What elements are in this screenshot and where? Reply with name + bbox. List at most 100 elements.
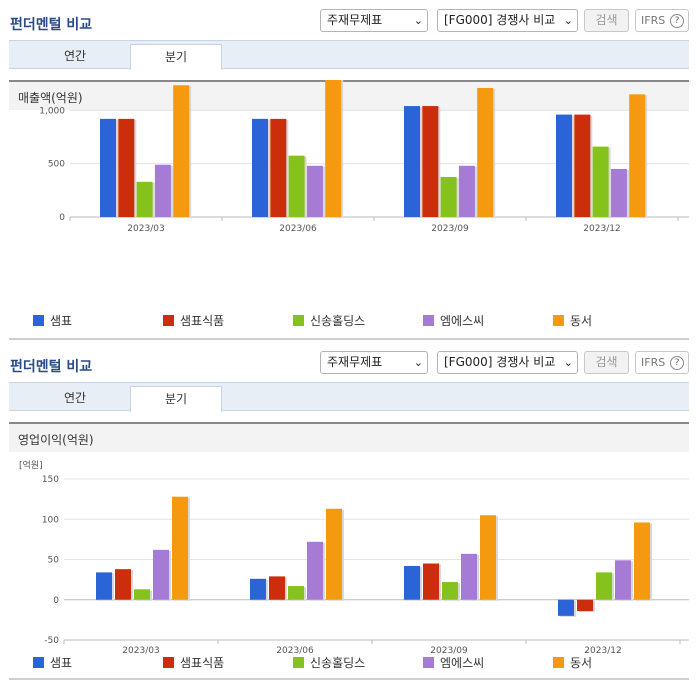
bar[interactable] [115, 569, 131, 600]
chart-legend: 샘표 샘표식품 신송홀딩스 엠에스씨 동서 [9, 312, 689, 330]
legend-item[interactable]: 엠에스씨 [423, 654, 484, 671]
x-tick-label: 2023/06 [279, 224, 317, 234]
bar[interactable] [577, 599, 593, 612]
y-tick-label: -50 [44, 636, 59, 646]
tab-quarter[interactable]: 분기 [130, 386, 222, 412]
chevron-down-icon: ⌄ [563, 356, 573, 369]
bar[interactable] [404, 565, 420, 600]
help-icon[interactable]: ? [670, 356, 684, 370]
x-tick-label: 2023/12 [583, 224, 620, 234]
x-tick-label: 2023/09 [430, 646, 468, 654]
search-button[interactable]: 검색 [584, 9, 629, 32]
legend-swatch [423, 657, 434, 668]
legend-item[interactable]: 엠에스씨 [423, 312, 484, 329]
y-tick-label: 0 [53, 596, 59, 606]
operating-profit-chart-svg: [억원] 150 100 50 0 -50 2023/03 2023/06 2023/09 202… [19, 459, 689, 654]
bar[interactable] [325, 80, 342, 217]
bar[interactable] [596, 572, 612, 600]
legend-label: 동서 [570, 656, 593, 670]
statement-type-select[interactable]: 주재무제표 ⌄ [320, 9, 428, 32]
y-tick-label: 150 [42, 475, 59, 485]
bar[interactable] [270, 118, 287, 217]
legend-label: 동서 [570, 314, 593, 328]
bar[interactable] [634, 522, 650, 600]
section-title: 펀더멘털 비교 [10, 17, 93, 33]
tab-annual[interactable]: 연간 [63, 391, 87, 405]
bar[interactable] [423, 563, 439, 600]
revenue-chart: 매출액(억원) [억원]1,5001,00050002023/032023/06… [9, 80, 689, 340]
bar[interactable] [442, 582, 458, 600]
bar[interactable] [134, 589, 150, 600]
bar[interactable] [153, 549, 169, 600]
bar[interactable] [136, 181, 153, 217]
statement-type-select[interactable]: 주재무제표 ⌄ [320, 351, 428, 374]
unit-label: [억원] [19, 459, 43, 471]
legend-item[interactable]: 신송홀딩스 [293, 312, 365, 329]
bar[interactable] [574, 114, 591, 217]
period-tabs: 연간 분기 [9, 40, 689, 70]
bar[interactable] [100, 118, 116, 217]
bar[interactable] [440, 177, 457, 217]
bar[interactable] [252, 118, 268, 217]
section-title: 펀더멘털 비교 [10, 359, 93, 375]
x-tick-label: 2023/03 [122, 646, 159, 654]
bar[interactable] [615, 560, 631, 600]
bar[interactable] [629, 94, 646, 217]
legend-item[interactable]: 샘표 [33, 654, 72, 671]
bar[interactable] [480, 515, 496, 600]
tab-annual[interactable]: 연간 [63, 49, 87, 63]
chart-title: 매출액(억원) [18, 91, 83, 105]
bar[interactable] [307, 541, 323, 600]
operating-profit-chart: 영업이익(억원) [억원] 150 100 50 0 -50 2023/03 2023/06 2… [9, 422, 689, 682]
bar[interactable] [306, 165, 323, 217]
bar[interactable] [558, 599, 574, 616]
ifrs-button[interactable]: IFRS? [635, 351, 689, 374]
bar[interactable] [458, 165, 475, 217]
ifrs-button[interactable]: IFRS? [635, 9, 689, 32]
bar[interactable] [96, 572, 112, 600]
bar[interactable] [461, 553, 477, 600]
bar[interactable] [556, 114, 572, 217]
peer-compare-select[interactable]: [FG000] 경쟁사 비교 ⌄ [437, 351, 578, 374]
divider [9, 678, 689, 680]
legend-item[interactable]: 샘표식품 [163, 312, 224, 329]
legend-item[interactable]: 샘표식품 [163, 654, 224, 671]
legend-label: 엠에스씨 [440, 314, 485, 328]
bar[interactable] [172, 496, 188, 600]
bar[interactable] [154, 164, 171, 217]
bar[interactable] [592, 146, 609, 217]
bar[interactable] [269, 576, 285, 600]
bar[interactable] [404, 106, 420, 217]
legend-label: 신송홀딩스 [310, 314, 366, 328]
bar[interactable] [610, 169, 627, 217]
bar[interactable] [118, 118, 135, 217]
bar[interactable] [477, 87, 494, 217]
search-button[interactable]: 검색 [584, 351, 629, 374]
y-tick-label: 500 [48, 160, 65, 170]
bar[interactable] [326, 508, 342, 600]
chart-header: 영업이익(억원) [9, 422, 689, 452]
legend-label: 샘표 [50, 656, 73, 670]
bar[interactable] [173, 85, 190, 217]
x-tick-label: 2023/09 [431, 224, 469, 234]
legend-swatch [33, 657, 44, 668]
legend-swatch [423, 315, 434, 326]
legend-item[interactable]: 동서 [553, 654, 592, 671]
period-tabs: 연간 분기 [9, 382, 689, 412]
legend-swatch [293, 315, 304, 326]
bar[interactable] [250, 578, 266, 600]
tab-quarter[interactable]: 분기 [130, 44, 222, 70]
bar[interactable] [422, 106, 439, 217]
bar[interactable] [288, 586, 304, 600]
bar[interactable] [288, 155, 305, 217]
legend-item[interactable]: 동서 [553, 312, 592, 329]
divider [9, 338, 689, 340]
peer-compare-select[interactable]: [FG000] 경쟁사 비교 ⌄ [437, 9, 578, 32]
legend-swatch [553, 315, 564, 326]
legend-item[interactable]: 샘표 [33, 312, 72, 329]
legend-item[interactable]: 신송홀딩스 [293, 654, 365, 671]
y-tick-label: 0 [59, 213, 65, 223]
legend-label: 샘표식품 [180, 656, 225, 670]
help-icon[interactable]: ? [670, 14, 684, 28]
legend-label: 샘표식품 [180, 314, 225, 328]
